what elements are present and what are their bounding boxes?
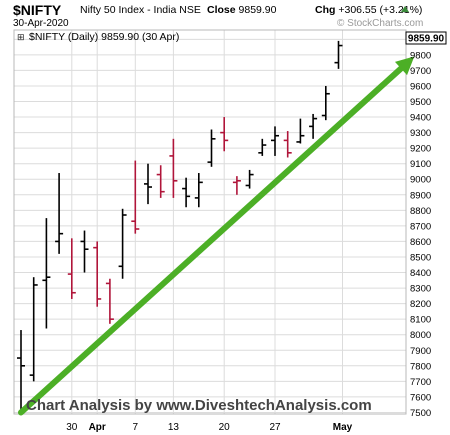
x-tick-label: Apr — [89, 422, 106, 433]
y-tick-label: 7700 — [410, 377, 431, 388]
ohlc-bar — [169, 138, 178, 198]
ohlc-bar — [283, 131, 292, 158]
ohlc-bar — [67, 238, 76, 299]
x-tick-label: 27 — [269, 422, 281, 433]
index-name: Nifty 50 Index - India NSE — [80, 4, 201, 16]
stockcharts-brand: © StockCharts.com — [337, 18, 424, 29]
ohlc-bar — [156, 165, 165, 198]
ohlc-bar — [245, 169, 254, 189]
y-tick-label: 9100 — [410, 159, 431, 170]
y-tick-label: 8800 — [410, 206, 431, 217]
y-tick-label: 9000 — [410, 175, 431, 186]
y-tick-label: 8000 — [410, 330, 431, 341]
last-price-box — [405, 31, 447, 45]
ohlc-bar — [80, 230, 89, 273]
ohlc-bar — [271, 126, 279, 156]
y-tick-label: 9300 — [410, 128, 431, 139]
ohlc-bar — [309, 113, 318, 139]
last-price-tag: 9859.90 — [405, 31, 447, 45]
ohlc-bar — [105, 278, 114, 324]
y-tick-label: 9600 — [410, 81, 431, 92]
ohlc-bar — [321, 85, 330, 121]
chart-header: $NIFTY Nifty 50 Index - India NSE Close … — [0, 0, 450, 30]
y-tick-label: 7500 — [410, 408, 431, 419]
ohlc-bar — [207, 129, 216, 167]
up-triangle-icon — [401, 6, 409, 12]
x-tick-label: May — [333, 422, 353, 433]
plot-frame — [13, 29, 407, 415]
x-axis: 30 Apr 7 13 20 27 May — [66, 422, 352, 433]
watermark: Chart Analysis by www.DiveshtechAnalysis… — [26, 397, 372, 414]
y-tick-label: 8900 — [410, 190, 431, 201]
y-tick-label: 9800 — [410, 50, 431, 61]
ohlc-bars — [17, 40, 343, 411]
trendline — [18, 56, 415, 416]
legend: ⊞ $NIFTY (Daily) 9859.90 (30 Apr) — [17, 31, 179, 43]
y-tick-label: 9500 — [410, 97, 431, 108]
x-tick-label: 7 — [133, 422, 139, 433]
y-tick-label: 8600 — [410, 237, 431, 248]
y-tick-label: 9700 — [410, 66, 431, 77]
y-tick-label: 9400 — [410, 113, 431, 124]
grid — [14, 30, 406, 414]
ohlc-bar — [29, 277, 38, 382]
ohlc-bar — [131, 160, 140, 234]
x-tick-label: 13 — [168, 422, 180, 433]
y-tick-label: 8400 — [410, 268, 431, 279]
ohlc-bar — [334, 40, 343, 69]
ohlc-bar — [17, 330, 25, 411]
ohlc-bar — [232, 176, 241, 195]
close-readout: Close 9859.90 — [207, 4, 277, 16]
exchange: NSE — [179, 4, 201, 16]
x-tick-label: 20 — [219, 422, 231, 433]
y-tick-label: 7900 — [410, 346, 431, 357]
ohlc-bar — [220, 117, 229, 152]
last-price-label: 9859.90 — [408, 34, 445, 45]
y-tick-label: 8700 — [410, 221, 431, 232]
y-tick-label: 8100 — [410, 315, 431, 326]
y-tick-label: 8500 — [410, 252, 431, 263]
trendline-arrowhead — [394, 56, 415, 76]
y-tick-label: 9200 — [410, 144, 431, 155]
ohlc-bar — [42, 218, 51, 329]
ohlc-bar — [144, 163, 152, 205]
chart-date: 30-Apr-2020 — [13, 18, 69, 29]
y-tick-label: 7600 — [410, 392, 431, 403]
legend-text: $NIFTY (Daily) 9859.90 (30 Apr) — [29, 31, 179, 43]
ohlc-bar — [55, 173, 64, 254]
y-tick-label: 8200 — [410, 299, 431, 310]
ohlc-bar — [258, 138, 267, 156]
x-tick-label: 30 — [66, 422, 78, 433]
y-axis: 7500 7600 7700 7800 7900 8000 8100 8200 8300 8400… — [410, 35, 431, 419]
legend-icon: ⊞ — [17, 32, 25, 42]
symbol: $NIFTY — [13, 2, 62, 18]
y-tick-label: 8300 — [410, 284, 431, 295]
ohlc-bar — [296, 118, 305, 144]
ohlc-bar — [93, 241, 102, 307]
y-tick-label: 7800 — [410, 361, 431, 372]
ohlc-bar — [118, 208, 127, 279]
ohlc-bar — [182, 177, 191, 208]
ohlc-bar — [194, 173, 203, 208]
trendline-shaft — [18, 65, 405, 416]
